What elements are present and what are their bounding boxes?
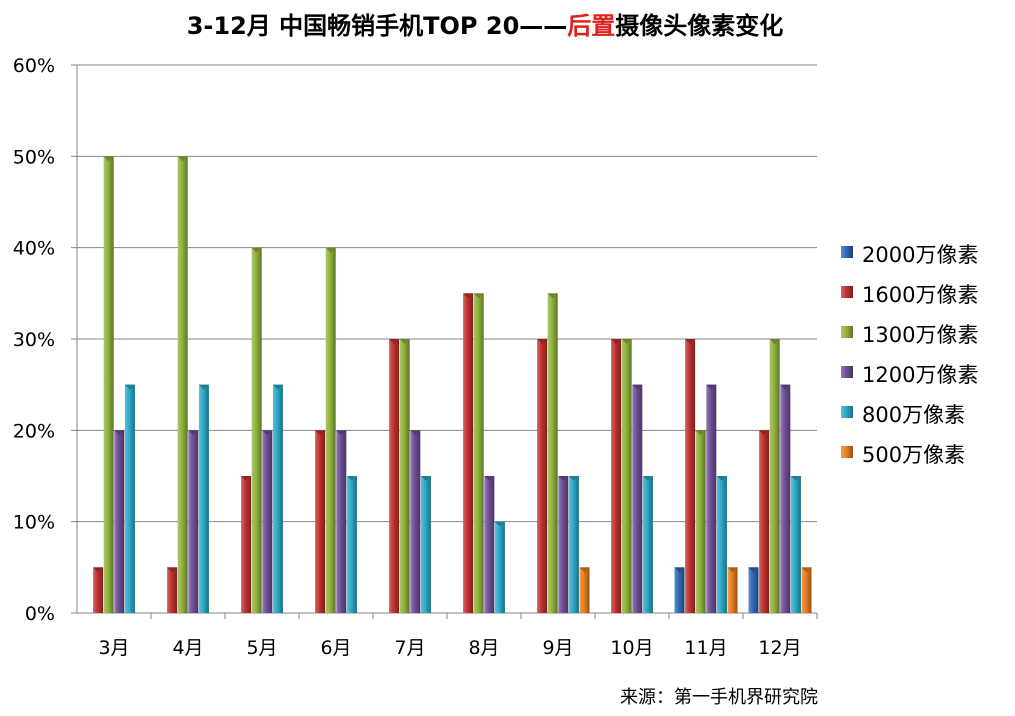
- bar: [621, 339, 632, 613]
- x-tick-label: 7月: [394, 637, 425, 659]
- bar: [547, 293, 558, 613]
- legend-swatch: [841, 406, 853, 418]
- bar: [790, 476, 801, 613]
- bar: [727, 567, 738, 613]
- x-tick-label: 11月: [684, 637, 727, 659]
- bar: [103, 156, 114, 614]
- bar: [748, 567, 759, 613]
- y-axis-ticks: 0% 10% 20% 30% 40% 50% 60%: [13, 55, 77, 625]
- bar: [389, 339, 400, 613]
- bar: [315, 430, 326, 613]
- legend-label: 1200万像素: [862, 363, 978, 387]
- legend-label: 2000万像素: [862, 243, 978, 267]
- chart-title-part: 摄像头像素变化: [615, 12, 783, 40]
- x-tick-label: 4月: [172, 637, 203, 659]
- bar: [177, 156, 188, 614]
- bar: [93, 567, 104, 613]
- legend-label: 1300万像素: [862, 323, 978, 347]
- bar: [801, 567, 812, 613]
- y-tick-label: 20%: [13, 420, 55, 442]
- y-tick-label: 50%: [13, 146, 55, 168]
- bar: [188, 430, 199, 613]
- legend-swatch: [841, 326, 853, 338]
- bar: [473, 293, 484, 613]
- chart-title: 3-12月 中国畅销手机TOP 20——后置摄像头像素变化: [187, 12, 784, 40]
- x-tick-label: 10月: [610, 637, 653, 659]
- y-tick-label: 30%: [13, 329, 55, 351]
- bar: [251, 247, 262, 613]
- bar: [769, 339, 780, 613]
- bar: [167, 567, 178, 613]
- x-tick-label: 12月: [758, 637, 801, 659]
- y-tick-label: 0%: [25, 603, 55, 625]
- bar: [759, 430, 770, 613]
- bar: [241, 476, 252, 613]
- x-tick-label: 6月: [320, 637, 351, 659]
- legend-item: 1300万像素: [841, 323, 978, 347]
- bar: [632, 384, 643, 613]
- bar: [114, 430, 125, 613]
- x-tick-label: 5月: [246, 637, 277, 659]
- x-tick-label: 8月: [468, 637, 499, 659]
- chart-title-part: 3-12月 中国畅销手机TOP 20——: [187, 12, 568, 40]
- bar: [272, 384, 283, 613]
- y-tick-label: 60%: [13, 55, 55, 77]
- bar: [537, 339, 548, 613]
- x-axis-ticks: 3月 4月 5月 6月 7月 8月 9月 10月 11月 12月: [98, 613, 818, 659]
- bar: [674, 567, 685, 613]
- legend-item: 1600万像素: [841, 283, 978, 307]
- bar: [494, 521, 505, 613]
- chart-title-part: 后置: [567, 12, 615, 40]
- bar: [706, 384, 717, 613]
- legend-item: 1200万像素: [841, 363, 978, 387]
- legend: 2000万像素 1600万像素 1300万像素 1200万像素 800万像素 500万像素: [841, 243, 978, 467]
- legend-label: 800万像素: [862, 403, 965, 427]
- legend-swatch: [841, 246, 853, 258]
- bar: [716, 476, 727, 613]
- bar: [399, 339, 410, 613]
- bar: [410, 430, 421, 613]
- y-tick-label: 10%: [13, 512, 55, 534]
- bar: [579, 567, 590, 613]
- bar: [568, 476, 579, 613]
- legend-label: 500万像素: [862, 443, 965, 467]
- bar: [780, 384, 791, 613]
- x-tick-label: 3月: [98, 637, 129, 659]
- bar: [346, 476, 357, 613]
- bar: [420, 476, 431, 613]
- legend-swatch: [841, 366, 853, 378]
- bar: [558, 476, 569, 613]
- bar: [685, 339, 696, 613]
- bar: [695, 430, 706, 613]
- gridlines: [77, 64, 817, 614]
- legend-label: 1600万像素: [862, 283, 978, 307]
- bar: [198, 384, 209, 613]
- legend-item: 500万像素: [841, 443, 965, 467]
- source-note: 来源：第一手机界研究院: [620, 687, 818, 708]
- bar: [611, 339, 622, 613]
- legend-swatch: [841, 286, 853, 298]
- bar: [262, 430, 273, 613]
- legend-swatch: [841, 446, 853, 458]
- bar: [463, 293, 474, 613]
- bar: [325, 247, 336, 613]
- bar: [336, 430, 347, 613]
- bar: [124, 384, 135, 613]
- y-tick-label: 40%: [13, 238, 55, 260]
- bar: [484, 476, 495, 613]
- legend-item: 800万像素: [841, 403, 965, 427]
- legend-item: 2000万像素: [841, 243, 978, 267]
- bar: [642, 476, 653, 613]
- x-tick-label: 9月: [542, 637, 573, 659]
- bars: [93, 156, 812, 614]
